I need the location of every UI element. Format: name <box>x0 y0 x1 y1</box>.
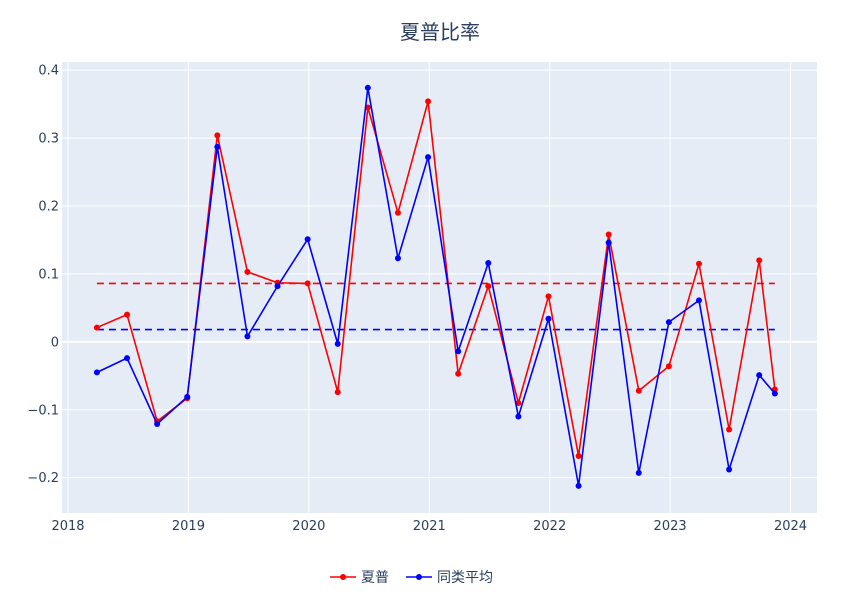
data-point <box>304 236 311 243</box>
y-tick-label: −0.2 <box>27 471 59 486</box>
reference-lines <box>96 282 775 331</box>
series-line <box>96 100 776 457</box>
data-point <box>756 257 763 264</box>
series-2 <box>93 84 778 489</box>
plot-area <box>62 62 817 513</box>
legend-label: 夏普 <box>361 570 389 586</box>
y-tick-label: 0.4 <box>38 64 59 79</box>
data-point <box>665 319 672 326</box>
data-point <box>124 355 131 362</box>
data-point <box>695 297 702 304</box>
data-point <box>515 413 522 420</box>
data-point <box>635 387 642 394</box>
data-point <box>575 482 582 489</box>
data-point <box>605 239 612 246</box>
data-point <box>274 283 281 290</box>
data-point <box>545 293 552 300</box>
data-point <box>695 260 702 267</box>
data-point <box>124 311 131 318</box>
legend-marker <box>340 574 346 580</box>
data-point <box>184 393 191 400</box>
data-point <box>726 466 733 473</box>
x-tick-label: 2023 <box>654 519 687 534</box>
x-tick-label: 2020 <box>292 519 325 534</box>
data-point <box>771 390 778 397</box>
data-point <box>425 98 432 105</box>
y-tick-label: 0.2 <box>38 199 59 214</box>
data-point <box>575 452 582 459</box>
data-point <box>605 231 612 238</box>
x-tick-label: 2021 <box>413 519 446 534</box>
x-tick-label: 2018 <box>51 519 84 534</box>
legend[interactable]: 夏普 同类平均 <box>330 570 493 586</box>
data-point <box>665 363 672 370</box>
data-point <box>756 372 763 379</box>
data-point <box>244 268 251 275</box>
y-tick-label: 0.1 <box>38 267 59 282</box>
data-point <box>93 369 100 376</box>
data-point <box>545 315 552 322</box>
data-point <box>154 421 161 428</box>
x-tick-label: 2024 <box>774 519 807 534</box>
data-point <box>304 280 311 287</box>
data-point <box>515 399 522 406</box>
legend-label: 同类平均 <box>437 570 493 586</box>
data-point <box>455 348 462 355</box>
data-point <box>394 209 401 216</box>
axis-ticks: 2018 2019 2020 2021 2022 2023 2024 −0.2 −0.1 0 0.1… <box>27 64 807 534</box>
legend-item-2[interactable]: 同类平均 <box>406 570 493 586</box>
data-point <box>485 260 492 267</box>
data-point <box>485 283 492 290</box>
x-tick-label: 2022 <box>533 519 566 534</box>
data-point <box>455 370 462 377</box>
series-layer <box>93 84 778 489</box>
data-point <box>726 426 733 433</box>
series-line <box>96 87 776 487</box>
data-point <box>214 132 221 139</box>
data-point <box>334 340 341 347</box>
y-tick-label: 0.3 <box>38 132 59 147</box>
chart-title: 夏普比率 <box>400 20 480 44</box>
legend-item-1[interactable]: 夏普 <box>330 570 389 586</box>
y-tick-label: 0 <box>51 335 59 350</box>
data-point <box>364 84 371 91</box>
data-point <box>93 324 100 331</box>
data-point <box>425 154 432 161</box>
data-point <box>214 143 221 150</box>
legend-marker <box>416 574 422 580</box>
data-point <box>244 333 251 340</box>
data-point <box>334 389 341 396</box>
y-tick-label: −0.1 <box>27 403 59 418</box>
data-point <box>394 255 401 262</box>
x-tick-label: 2019 <box>172 519 205 534</box>
data-point <box>635 469 642 476</box>
